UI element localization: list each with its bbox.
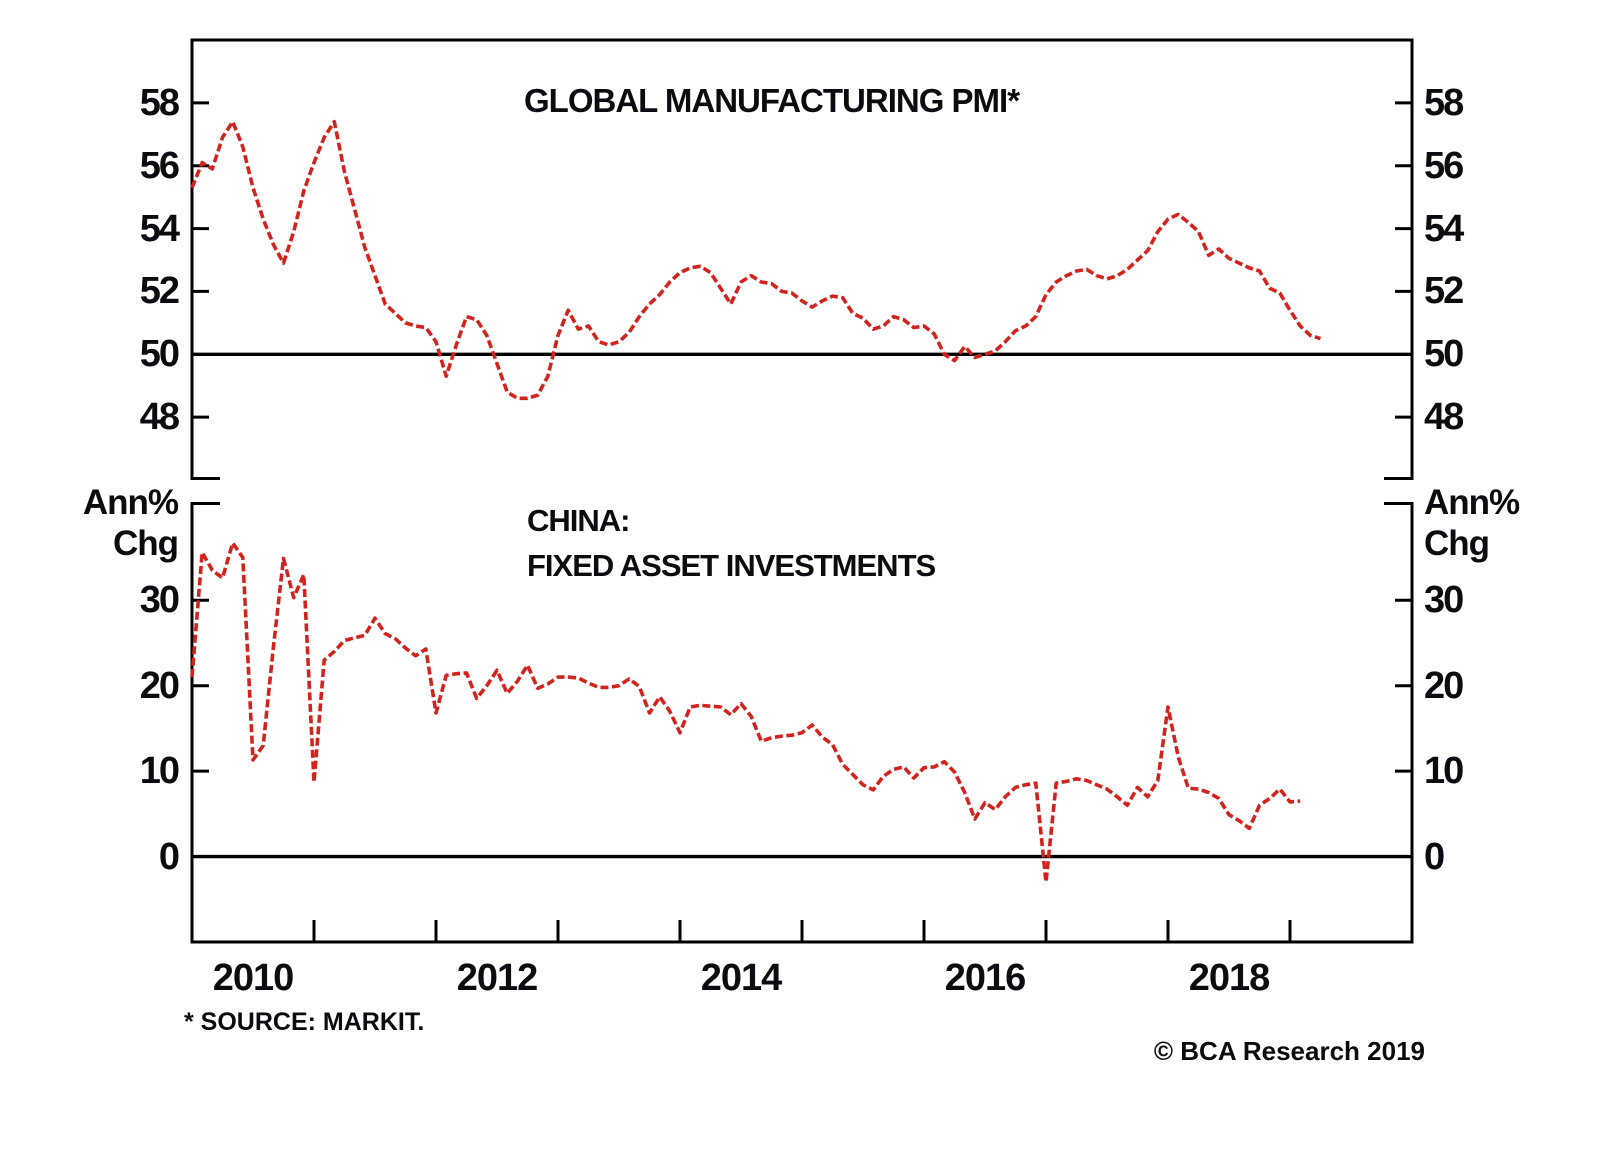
left-unit-label-line1: Ann% bbox=[82, 483, 179, 522]
y-tick-label-left: 58 bbox=[139, 81, 180, 124]
y-tick-label-left: 52 bbox=[139, 270, 180, 313]
left-unit-label-line2: Chg bbox=[112, 524, 179, 563]
y-tick-label-right: 10 bbox=[1424, 750, 1464, 793]
y-tick-label-right: 0 bbox=[1424, 835, 1445, 878]
x-year-label: 2012 bbox=[456, 957, 539, 999]
y-tick-label-right: 30 bbox=[1424, 579, 1464, 622]
x-year-label: 2016 bbox=[944, 957, 1027, 999]
y-tick-label-right: 54 bbox=[1424, 207, 1464, 250]
y-tick-label-right: 50 bbox=[1424, 333, 1464, 376]
y-tick-label-right: 56 bbox=[1424, 144, 1464, 187]
series-line-global-pmi bbox=[190, 119, 1322, 401]
y-tick-label-left: 50 bbox=[139, 333, 180, 376]
bottom-panel-title-line1: CHINA: bbox=[527, 503, 630, 538]
y-tick-label-left: 56 bbox=[139, 144, 180, 187]
x-year-label: 2014 bbox=[700, 957, 783, 999]
y-tick-label-left: 30 bbox=[139, 579, 180, 622]
right-unit-label-line1: Ann% bbox=[1424, 483, 1520, 522]
bottom-panel-title-line2: FIXED ASSET INVESTMENTS bbox=[527, 548, 936, 583]
y-tick-label-right: 48 bbox=[1424, 396, 1464, 439]
right-unit-label-line2: Chg bbox=[1424, 524, 1490, 563]
x-year-label: 2010 bbox=[212, 957, 295, 999]
y-tick-label-left: 20 bbox=[139, 664, 180, 707]
y-tick-label-right: 20 bbox=[1424, 664, 1464, 707]
copyright-note: © BCA Research 2019 bbox=[1153, 1036, 1425, 1066]
y-tick-label-left: 54 bbox=[139, 207, 180, 250]
series-line-china-fai bbox=[190, 541, 1301, 885]
y-tick-label-right: 52 bbox=[1424, 270, 1464, 313]
y-tick-label-left: 10 bbox=[139, 750, 180, 793]
y-tick-label-left: 48 bbox=[139, 396, 180, 439]
top-panel-title: GLOBAL MANUFACTURING PMI* bbox=[524, 82, 1020, 119]
y-tick-label-right: 58 bbox=[1424, 81, 1464, 124]
source-note: * SOURCE: MARKIT. bbox=[184, 1008, 425, 1036]
x-year-label: 2018 bbox=[1188, 957, 1271, 999]
y-tick-label-left: 0 bbox=[158, 835, 180, 878]
